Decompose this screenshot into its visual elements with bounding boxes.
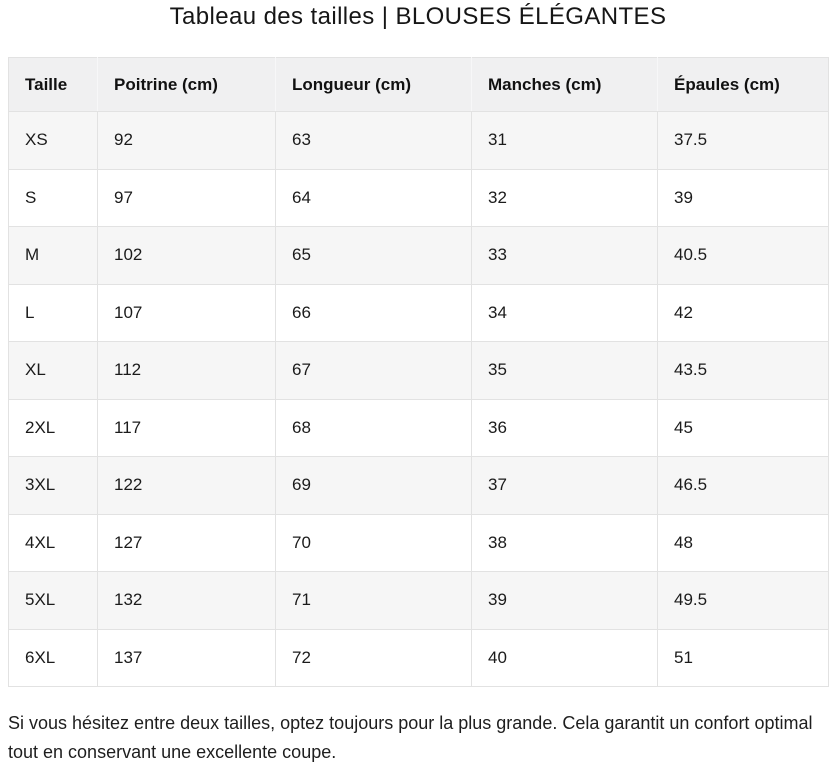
measurement-cell: 66 <box>275 283 472 342</box>
size-label-cell: XS <box>8 111 98 170</box>
measurement-cell: 46.5 <box>657 456 829 515</box>
measurement-cell: 51 <box>657 628 829 687</box>
measurement-cell: 92 <box>97 111 276 170</box>
measurement-cell: 36 <box>471 398 658 457</box>
size-label-cell: M <box>8 226 98 285</box>
measurement-cell: 72 <box>275 628 472 687</box>
measurement-cell: 31 <box>471 111 658 170</box>
table-row: 2XL 117 68 36 45 <box>8 398 829 457</box>
measurement-cell: 65 <box>275 226 472 285</box>
size-table-head: Taille Poitrine (cm) Longueur (cm) Manches … <box>8 57 829 112</box>
table-row: 3XL 122 69 37 46.5 <box>8 456 829 515</box>
measurement-cell: 122 <box>97 456 276 515</box>
size-table-header-row: Taille Poitrine (cm) Longueur (cm) Manches … <box>8 57 829 112</box>
measurement-cell: 127 <box>97 513 276 572</box>
size-table: Taille Poitrine (cm) Longueur (cm) Manches … <box>8 57 829 687</box>
table-row: XL 112 67 35 43.5 <box>8 341 829 400</box>
table-row: L 107 66 34 42 <box>8 283 829 342</box>
measurement-cell: 33 <box>471 226 658 285</box>
measurement-cell: 37.5 <box>657 111 829 170</box>
size-label-cell: 3XL <box>8 456 98 515</box>
measurement-cell: 102 <box>97 226 276 285</box>
measurement-cell: 137 <box>97 628 276 687</box>
measurement-cell: 117 <box>97 398 276 457</box>
measurement-cell: 97 <box>97 168 276 227</box>
measurement-cell: 132 <box>97 571 276 630</box>
measurement-cell: 42 <box>657 283 829 342</box>
size-label-cell: 6XL <box>8 628 98 687</box>
table-row: 5XL 132 71 39 49.5 <box>8 571 829 630</box>
measurement-cell: 69 <box>275 456 472 515</box>
measurement-cell: 40.5 <box>657 226 829 285</box>
table-row: XS 92 63 31 37.5 <box>8 111 829 170</box>
size-label-cell: 2XL <box>8 398 98 457</box>
measurement-cell: 40 <box>471 628 658 687</box>
size-label-cell: 4XL <box>8 513 98 572</box>
column-header: Manches (cm) <box>471 57 658 112</box>
measurement-cell: 49.5 <box>657 571 829 630</box>
measurement-cell: 39 <box>657 168 829 227</box>
size-label-cell: S <box>8 168 98 227</box>
measurement-cell: 67 <box>275 341 472 400</box>
size-label-cell: L <box>8 283 98 342</box>
table-row: 6XL 137 72 40 51 <box>8 628 829 687</box>
measurement-cell: 70 <box>275 513 472 572</box>
measurement-cell: 68 <box>275 398 472 457</box>
column-header: Épaules (cm) <box>657 57 829 112</box>
measurement-cell: 45 <box>657 398 829 457</box>
page-title: Tableau des tailles | BLOUSES ÉLÉGANTES <box>169 3 667 30</box>
size-table-body: XS 92 63 31 37.5 S 97 64 32 39 M 102 65 33 40.5 L 107 66 3… <box>8 111 829 687</box>
measurement-cell: 35 <box>471 341 658 400</box>
measurement-cell: 34 <box>471 283 658 342</box>
measurement-cell: 38 <box>471 513 658 572</box>
size-label-cell: 5XL <box>8 571 98 630</box>
measurement-cell: 43.5 <box>657 341 829 400</box>
table-row: M 102 65 33 40.5 <box>8 226 829 285</box>
measurement-cell: 48 <box>657 513 829 572</box>
column-header: Taille <box>8 57 98 112</box>
measurement-cell: 64 <box>275 168 472 227</box>
measurement-cell: 112 <box>97 341 276 400</box>
measurement-cell: 39 <box>471 571 658 630</box>
measurement-cell: 32 <box>471 168 658 227</box>
column-header: Poitrine (cm) <box>97 57 276 112</box>
size-label-cell: XL <box>8 341 98 400</box>
measurement-cell: 63 <box>275 111 472 170</box>
table-row: 4XL 127 70 38 48 <box>8 513 829 572</box>
column-header: Longueur (cm) <box>275 57 472 112</box>
measurement-cell: 107 <box>97 283 276 342</box>
table-row: S 97 64 32 39 <box>8 168 829 227</box>
measurement-cell: 37 <box>471 456 658 515</box>
sizing-note: Si vous hésitez entre deux tailles, opte… <box>8 713 813 762</box>
measurement-cell: 71 <box>275 571 472 630</box>
